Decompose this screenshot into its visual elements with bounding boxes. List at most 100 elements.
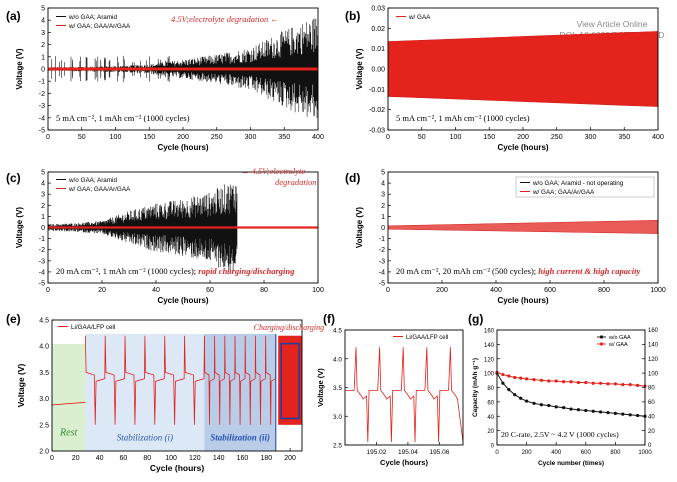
legend-label: Li/GAA/LFP cell xyxy=(406,335,448,341)
data-point-wo-gaa xyxy=(606,411,610,415)
series-charging-highlight xyxy=(280,342,300,420)
y-tick-label: 0.02 xyxy=(371,26,385,33)
data-point-w-gaa xyxy=(613,382,618,386)
data-point-w-gaa xyxy=(606,382,610,386)
condition-text: 20 C-rate, 2.5V ~ 4.2 V (1000 cycles) xyxy=(501,430,619,439)
data-point-w-gaa xyxy=(539,378,544,382)
series-li-gaa-lfp xyxy=(345,347,464,443)
data-point-wo-gaa xyxy=(519,396,523,400)
data-point-wo-gaa xyxy=(547,403,551,408)
condition-main: 20 mA cm⁻², 1 mAh cm⁻² (1000 cycles); xyxy=(56,266,198,276)
y-axis-title: Voltage (V) xyxy=(16,363,26,407)
x-tick-label: 100 xyxy=(165,455,177,462)
y-tick-label: 4 xyxy=(41,18,45,25)
x-tick-label: 40 xyxy=(96,455,104,462)
y-tick-label: -4 xyxy=(39,115,45,122)
data-point-w-gaa xyxy=(562,380,566,384)
y-tick-label: 2 xyxy=(381,203,385,210)
y-tick-label: -2 xyxy=(39,247,45,254)
series-stabilization-i xyxy=(84,335,205,425)
y2-tick-label: 80 xyxy=(648,386,655,392)
data-point-w-gaa xyxy=(584,380,588,385)
data-point-wo-gaa xyxy=(621,412,625,416)
x-axis-title: Cycle number (times) xyxy=(538,460,604,467)
x-tick-label: 200 xyxy=(284,455,296,462)
x-tick-label: 50 xyxy=(418,134,426,141)
condition-text: 5 mA cm⁻², 1 mAh cm⁻² (1000 cycles) xyxy=(56,113,190,123)
y-tick-label: 0.03 xyxy=(371,6,385,13)
data-point-wo-gaa xyxy=(554,405,558,409)
y-tick-label: 1 xyxy=(41,214,45,221)
legend-box xyxy=(515,176,655,198)
x-tick-label: 100 xyxy=(450,134,462,141)
y-axis-title: Voltage (V) xyxy=(316,368,325,407)
y-tick-label: -5 xyxy=(39,281,45,288)
y-tick-label: 3.5 xyxy=(39,370,49,377)
x-tick-label: 0 xyxy=(46,134,50,141)
y-tick-label: 3.5 xyxy=(333,385,342,392)
y-axis-title: Capacity (mAh g⁻¹) xyxy=(472,358,479,417)
y-axis-title: Voltage (V) xyxy=(355,207,364,249)
y2-tick-label: 40 xyxy=(648,414,655,420)
region-label-stab-ii: Stabilization (ii) xyxy=(210,433,270,443)
y-tick-label: -4 xyxy=(39,269,45,276)
y-tick-label: 2.0 xyxy=(39,449,49,456)
data-point-wo-gaa xyxy=(507,388,511,392)
x-tick-label: 400 xyxy=(551,450,562,456)
legend-marker xyxy=(599,335,604,339)
panel-label: (g) xyxy=(468,312,483,326)
x-tick-label: 400 xyxy=(312,134,324,141)
y-tick-label: 4.0 xyxy=(333,356,342,363)
data-point-wo-gaa xyxy=(525,399,529,403)
watermark-line-1[interactable]: View Article Online xyxy=(577,19,648,29)
condition-emphasis: high current & high capacity xyxy=(538,266,640,276)
y-tick-label: -0.02 xyxy=(369,107,385,114)
region-rest xyxy=(52,344,86,451)
plot-frame xyxy=(51,319,303,452)
condition-text: 20 mA cm⁻², 20 mAh cm⁻² (500 cycles); hi… xyxy=(396,266,641,276)
plot-frame xyxy=(47,171,319,284)
y-tick-label: -0.03 xyxy=(369,128,385,135)
data-point-w-gaa xyxy=(501,372,505,377)
x-tick-label: 150 xyxy=(143,134,155,141)
x-tick-label: 140 xyxy=(213,455,225,462)
legend-label: w/o GAA; Aramid xyxy=(68,177,117,184)
x-tick-label: 800 xyxy=(610,450,621,456)
y-tick-label: 5 xyxy=(41,6,45,13)
data-point-wo-gaa xyxy=(628,413,632,417)
y-axis-title: Voltage (V) xyxy=(15,48,24,90)
y2-tick-label: 60 xyxy=(648,400,655,406)
x-axis-title: Cycle (hours) xyxy=(157,143,208,152)
x-tick-label: 350 xyxy=(278,134,290,141)
y-tick-label: 0 xyxy=(491,444,495,450)
x-tick-label: 800 xyxy=(598,287,610,294)
legend-marker xyxy=(599,342,604,346)
legend-label: w/ GAA; GAA/Ar/GAA xyxy=(68,186,131,193)
series-w-gaa-band xyxy=(48,67,318,71)
panel-e: (e) 0 20 40 60 80 100 120 140 160 180 200 2.0 2.5 3.0 3… xyxy=(6,312,324,473)
y-tick-label: 0 xyxy=(41,67,45,74)
x-tick-label: 180 xyxy=(260,455,272,462)
x-tick-label: 200 xyxy=(517,134,529,141)
x-tick-label: 200 xyxy=(436,287,448,294)
x-tick-label: 200 xyxy=(177,134,189,141)
y-tick-label: 0.00 xyxy=(371,67,385,74)
y-tick-label: 2 xyxy=(41,203,45,210)
annotation-degradation-2: degradation xyxy=(275,177,317,187)
x-tick-label: 250 xyxy=(211,134,223,141)
y-tick-label: 20 xyxy=(487,429,494,435)
data-point-wo-gaa xyxy=(613,411,618,415)
plot-frame xyxy=(47,7,319,131)
y-tick-label: 140 xyxy=(484,343,495,349)
plot-frame xyxy=(496,329,646,446)
y-tick-label: 3.0 xyxy=(333,414,342,421)
x-tick-label: 195.02 xyxy=(367,449,387,456)
legend-label: Li/GAA/LFP cell xyxy=(71,324,115,331)
legend-label: w/ GAA; GAA/Ar/GAA xyxy=(532,189,595,196)
x-tick-label: 160 xyxy=(237,455,249,462)
x-tick-label: 20 xyxy=(72,455,80,462)
x-tick-label: 0 xyxy=(50,455,54,462)
x-tick-label: 60 xyxy=(120,455,128,462)
x-axis-title: Cycle (hours) xyxy=(497,296,548,305)
panel-label: (e) xyxy=(6,312,21,326)
